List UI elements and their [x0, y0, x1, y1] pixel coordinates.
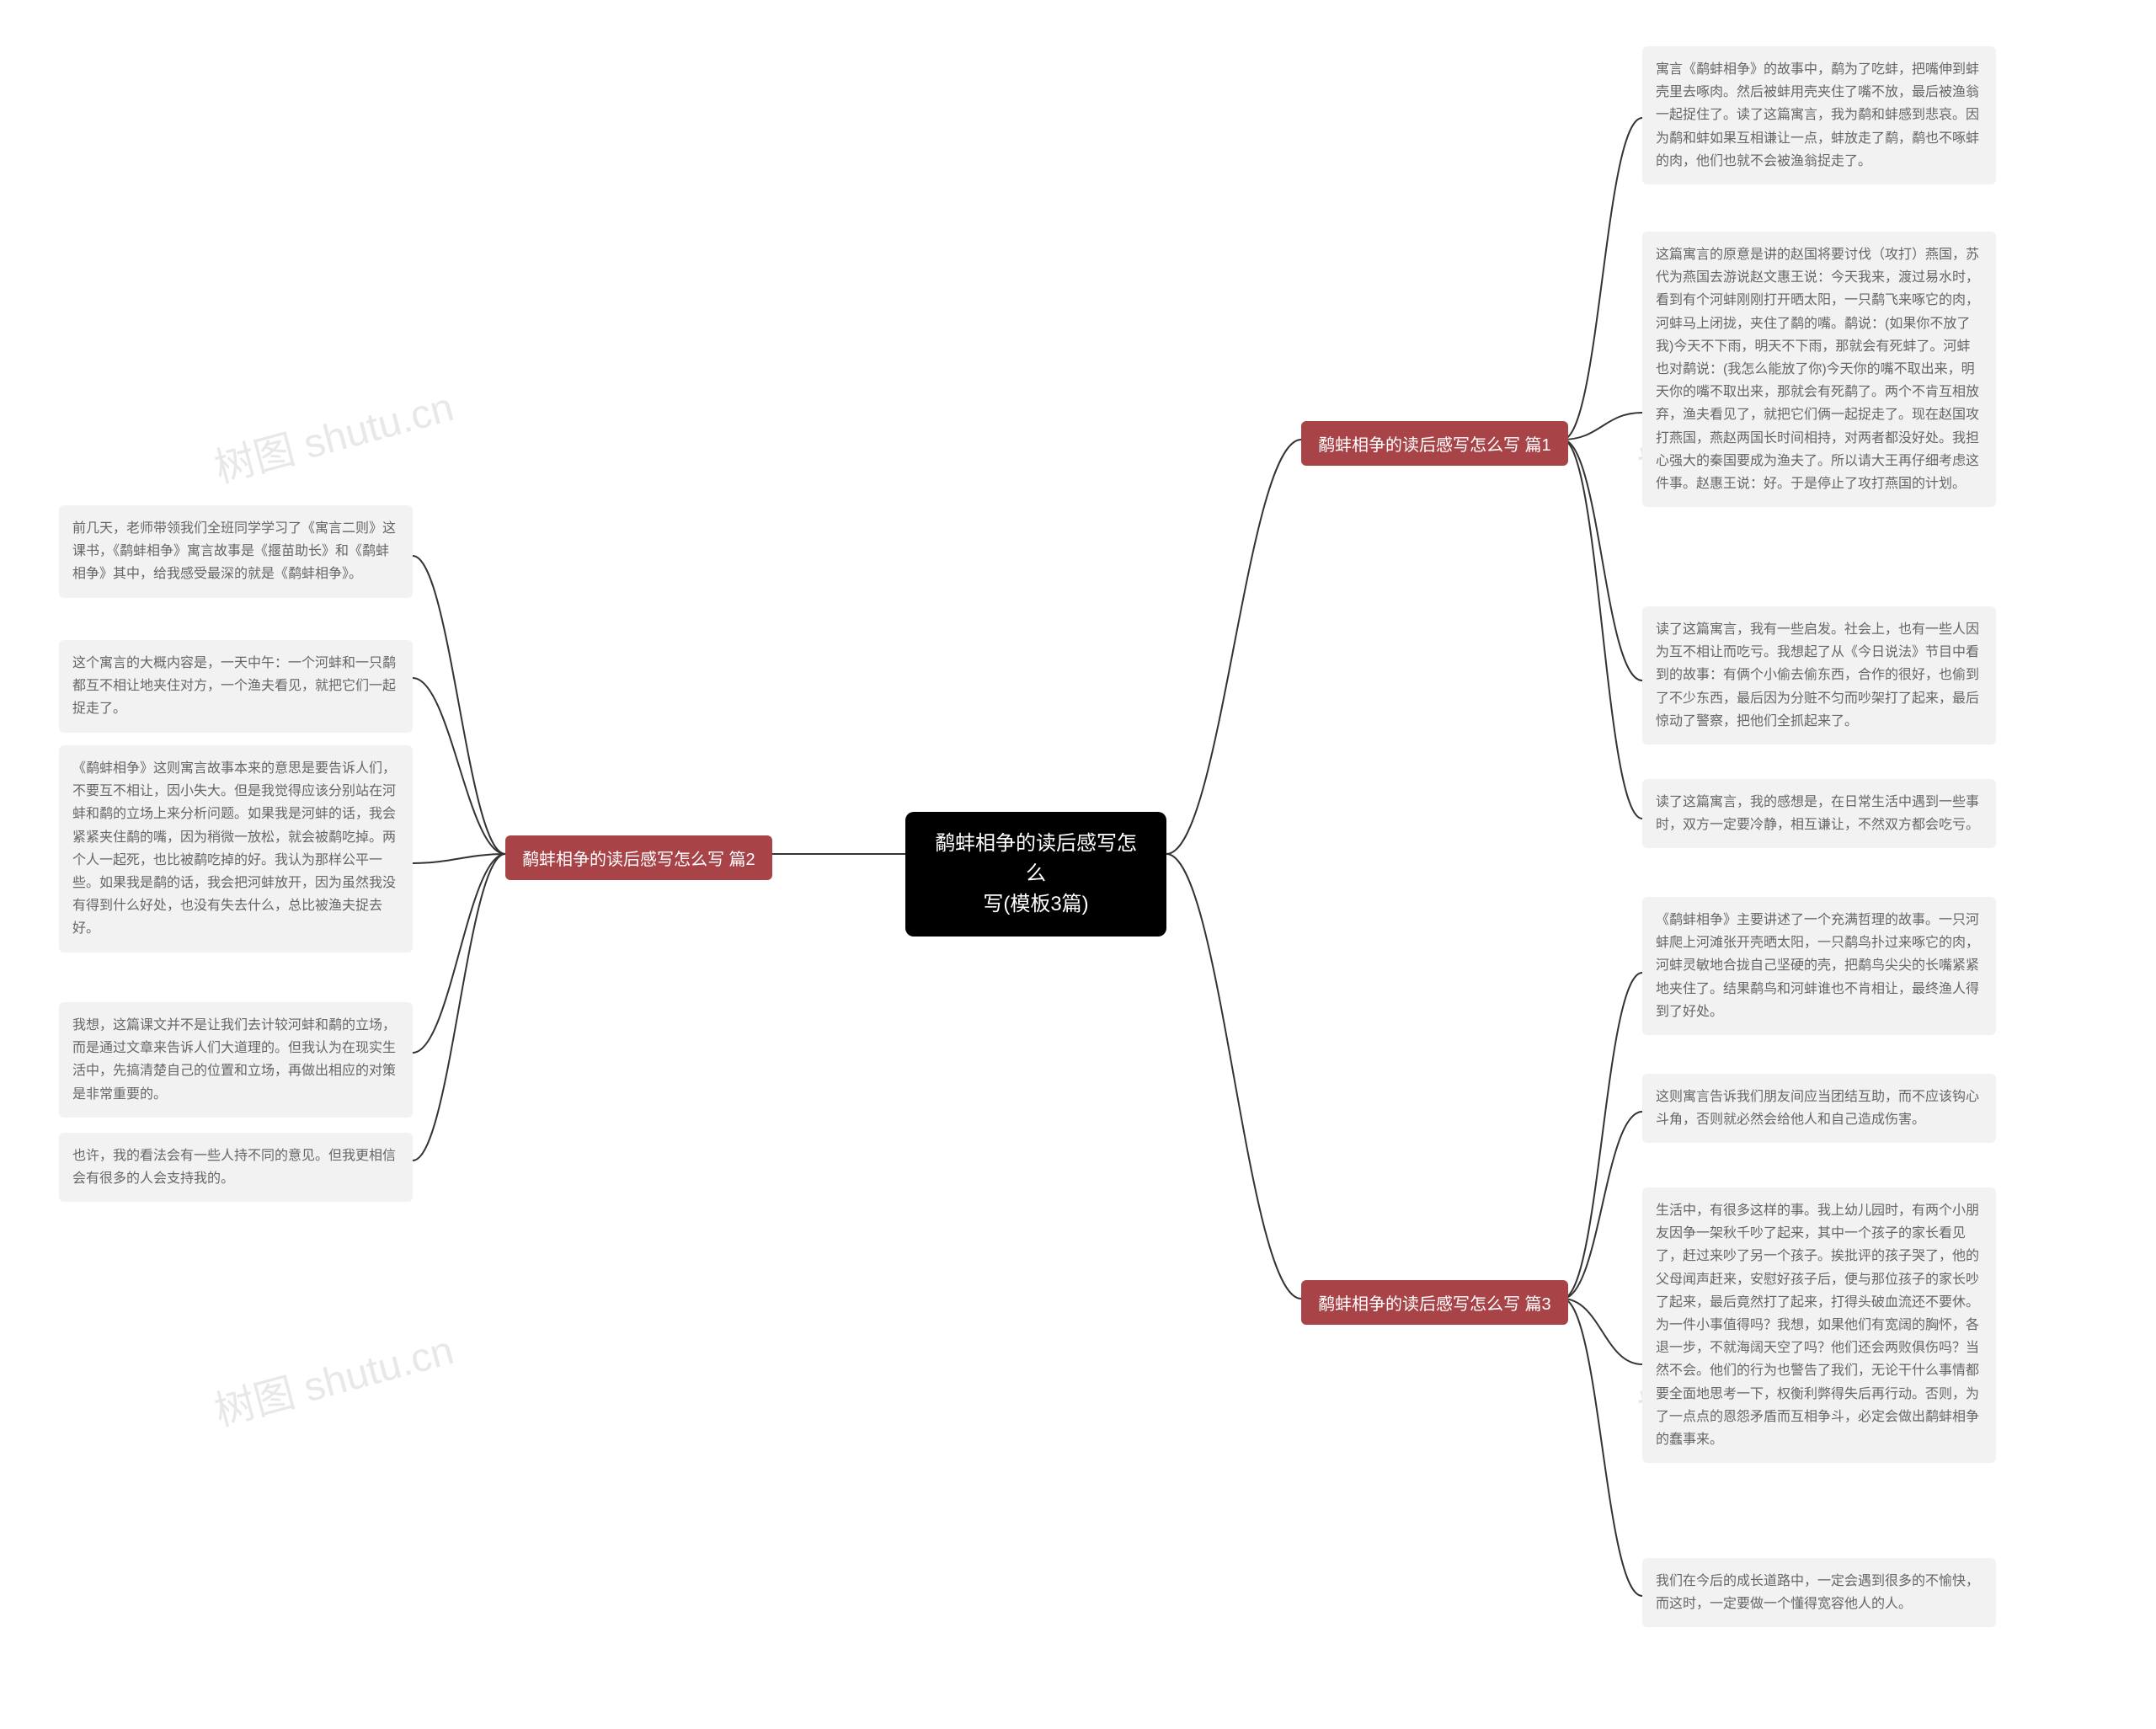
mindmap-leaf[interactable]: 我想，这篇课文并不是让我们去计较河蚌和鹬的立场，而是通过文章来告诉人们大道理的。… — [59, 1002, 413, 1118]
mindmap-leaf[interactable]: 读了这篇寓言，我的感想是，在日常生活中遇到一些事时，双方一定要冷静，相互谦让，不… — [1642, 779, 1996, 848]
mindmap-leaf[interactable]: 《鹬蚌相争》主要讲述了一个充满哲理的故事。一只河蚌爬上河滩张开壳晒太阳，一只鹬鸟… — [1642, 897, 1996, 1035]
mindmap-leaf[interactable]: 前几天，老师带领我们全班同学学习了《寓言二则》这课书，《鹬蚌相争》寓言故事是《揠… — [59, 505, 413, 598]
mindmap-center[interactable]: 鹬蚌相争的读后感写怎么写(模板3篇) — [905, 812, 1166, 937]
mindmap-leaf[interactable]: 这个寓言的大概内容是，一天中午：一个河蚌和一只鹬都互不相让地夹住对方，一个渔夫看… — [59, 640, 413, 733]
mindmap-leaf[interactable]: 寓言《鹬蚌相争》的故事中，鹬为了吃蚌，把嘴伸到蚌壳里去啄肉。然后被蚌用壳夹住了嘴… — [1642, 46, 1996, 184]
mindmap-leaf[interactable]: 《鹬蚌相争》这则寓言故事本来的意思是要告诉人们，不要互不相让，因小失大。但是我觉… — [59, 745, 413, 953]
mindmap-branch[interactable]: 鹬蚌相争的读后感写怎么写 篇2 — [505, 835, 772, 880]
mindmap-leaf[interactable]: 这篇寓言的原意是讲的赵国将要讨伐（攻打）燕国，苏代为燕国去游说赵文惠王说：今天我… — [1642, 232, 1996, 507]
mindmap-branch[interactable]: 鹬蚌相争的读后感写怎么写 篇3 — [1301, 1280, 1568, 1325]
mindmap-branch[interactable]: 鹬蚌相争的读后感写怎么写 篇1 — [1301, 421, 1568, 466]
watermark: 树图 shutu.cn — [207, 374, 459, 494]
mindmap-leaf[interactable]: 生活中，有很多这样的事。我上幼儿园时，有两个小朋友因争一架秋千吵了起来，其中一个… — [1642, 1187, 1996, 1463]
mindmap-leaf[interactable]: 这则寓言告诉我们朋友间应当团结互助，而不应该钩心斗角，否则就必然会给他人和自己造… — [1642, 1074, 1996, 1143]
mindmap-leaf[interactable]: 也许，我的看法会有一些人持不同的意见。但我更相信会有很多的人会支持我的。 — [59, 1133, 413, 1202]
mindmap-leaf[interactable]: 我们在今后的成长道路中，一定会遇到很多的不愉快，而这时，一定要做一个懂得宽容他人… — [1642, 1558, 1996, 1627]
mindmap-leaf[interactable]: 读了这篇寓言，我有一些启发。社会上，也有一些人因为互不相让而吃亏。我想起了从《今… — [1642, 606, 1996, 744]
watermark: 树图 shutu.cn — [207, 1317, 459, 1438]
